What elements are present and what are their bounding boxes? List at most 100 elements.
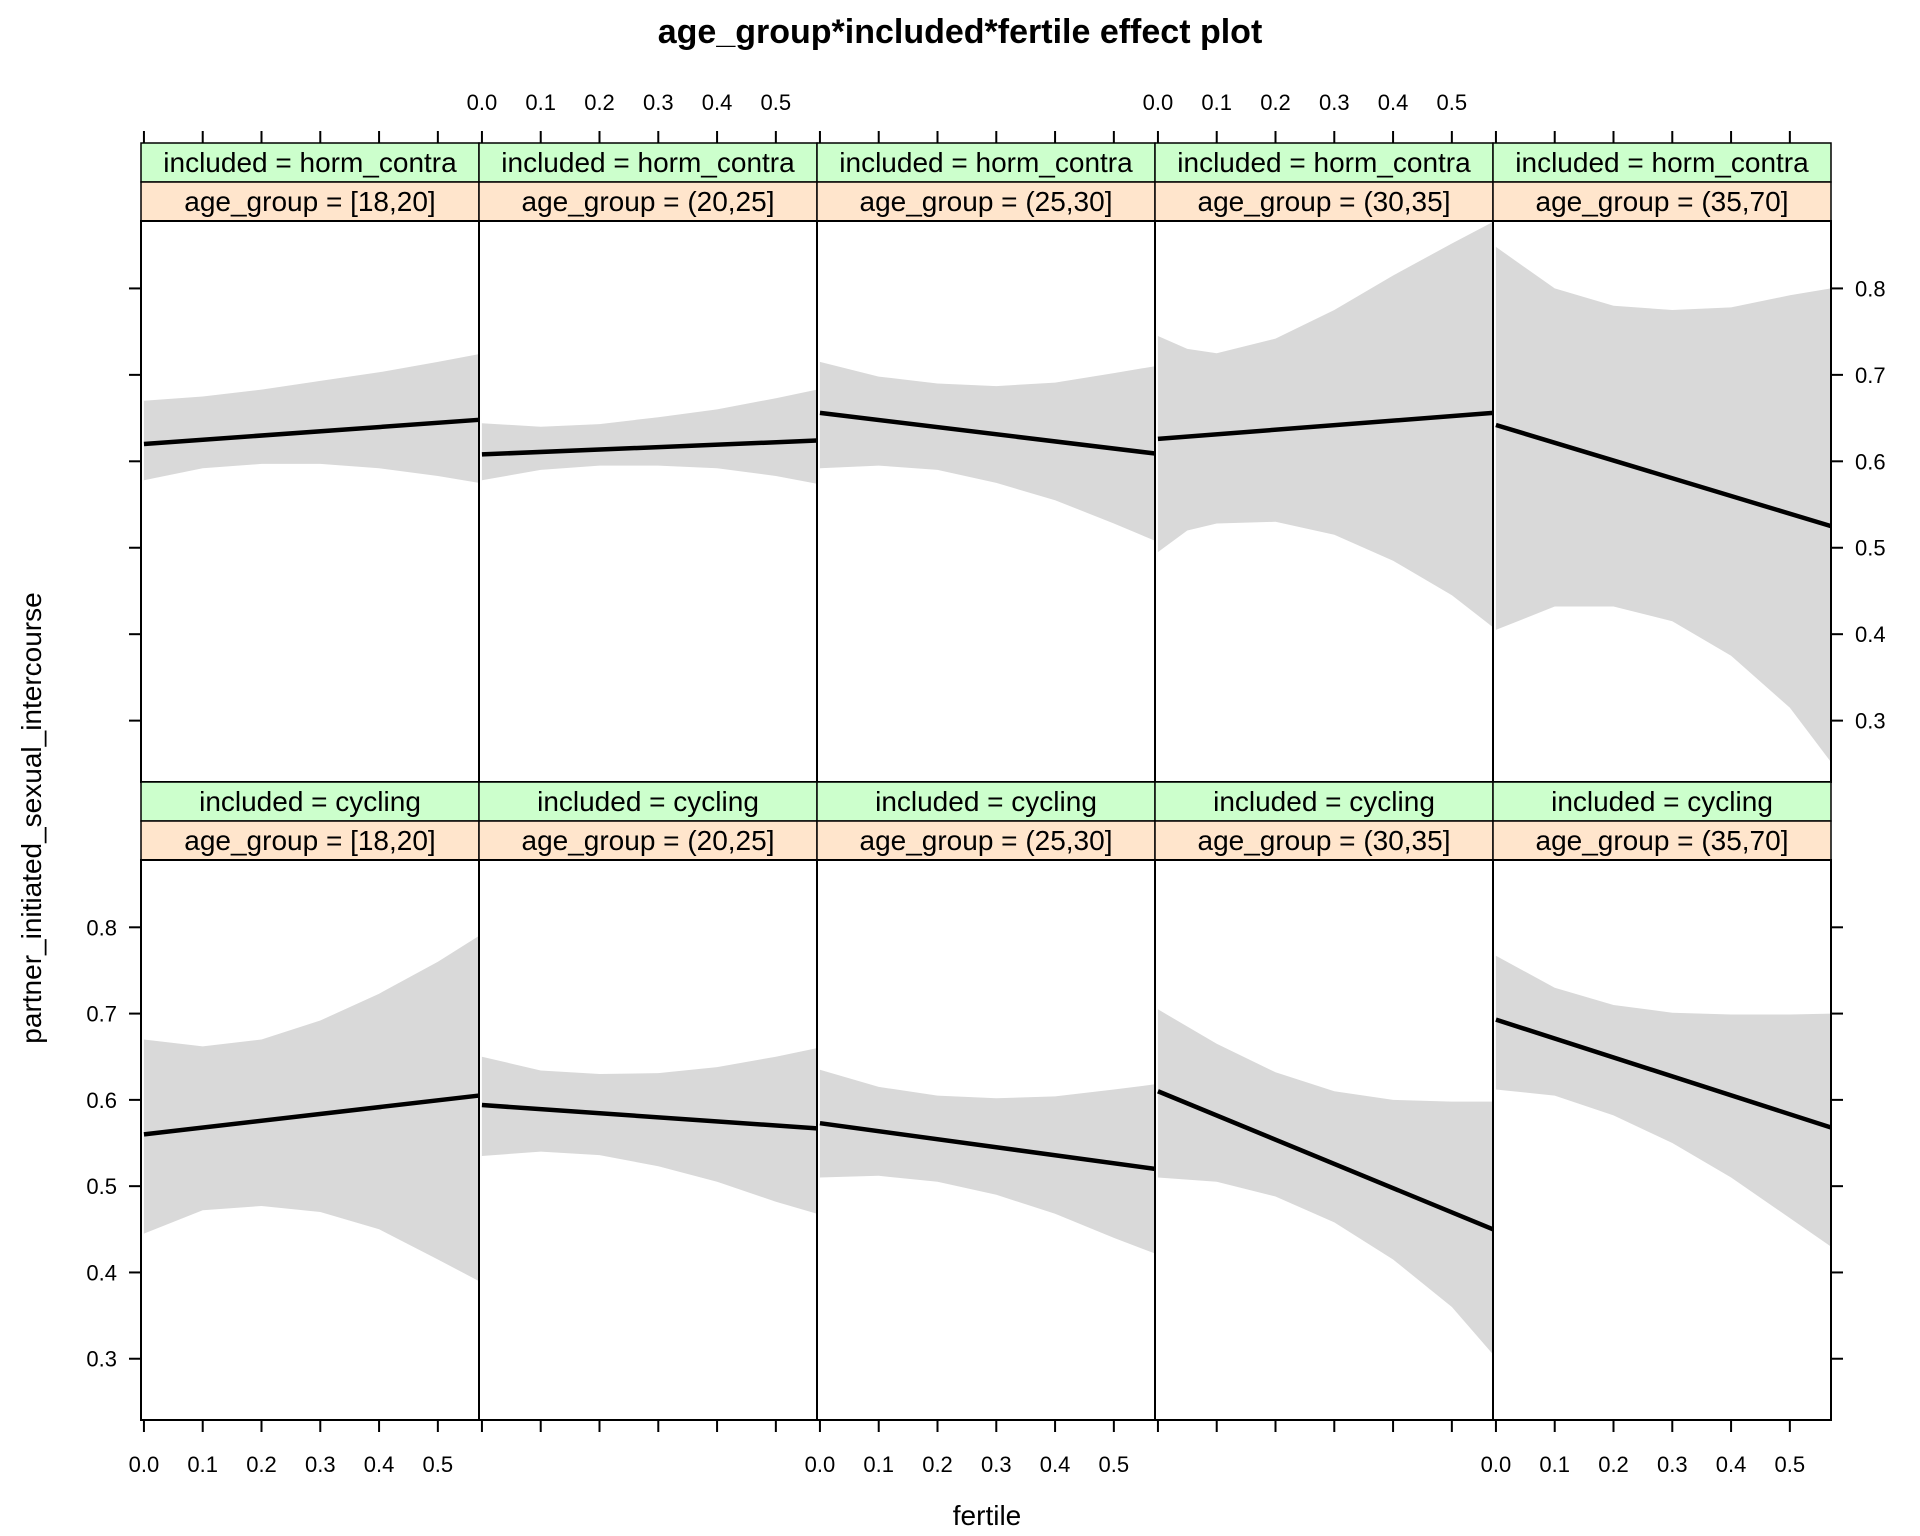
x-tick-label-bottom: 0.5 <box>1775 1452 1806 1477</box>
x-tick-label-top: 0.3 <box>1319 90 1350 115</box>
fit-line <box>1157 1089 1494 1232</box>
strip-age-group-label: age_group = (35,70] <box>1536 825 1789 856</box>
fit-line <box>481 1102 818 1131</box>
strip-included-label: included = cycling <box>199 786 421 817</box>
fit-line <box>819 1120 1156 1172</box>
y-axis-label: partner_initiated_sexual_intercourse <box>16 592 47 1043</box>
x-axis-label: fertile <box>953 1500 1021 1531</box>
strip-age-group <box>1154 820 1494 861</box>
x-tick-label-top: 0.5 <box>1437 90 1468 115</box>
y-tick-label-right: 0.4 <box>1855 622 1886 647</box>
strip-included-label: included = horm_contra <box>839 147 1133 178</box>
x-tick-label-top: 0.0 <box>467 90 498 115</box>
confidence-band <box>1495 955 1831 1247</box>
panel: included = cycling age_group = (35,70] <box>1492 781 1832 1421</box>
x-tick-label-top: 0.2 <box>584 90 615 115</box>
strip-included <box>816 781 1156 822</box>
x-tick-label-top: 0.5 <box>761 90 792 115</box>
y-tick-label-right: 0.5 <box>1855 536 1886 561</box>
y-tick-label-right: 0.6 <box>1855 449 1886 474</box>
panel: included = cycling age_group = (25,30] <box>816 781 1156 1421</box>
strip-age-group-label: age_group = [18,20] <box>184 825 435 856</box>
strip-included-label: included = horm_contra <box>1515 147 1809 178</box>
y-tick-label-left: 0.3 <box>86 1347 117 1372</box>
x-tick-label-bottom: 0.1 <box>1539 1452 1570 1477</box>
confidence-band <box>481 1048 817 1214</box>
fit-line <box>1495 422 1832 529</box>
y-tick-label-right: 0.3 <box>1855 709 1886 734</box>
strip-age-group-label: age_group = (20,25] <box>522 825 775 856</box>
strip-included-label: included = horm_contra <box>501 147 795 178</box>
strip-age-group-label: age_group = (30,35] <box>1198 825 1451 856</box>
panel: included = horm_contra age_group = (20,25… <box>478 142 818 783</box>
confidence-band <box>143 354 479 483</box>
strip-included-label: included = cycling <box>875 786 1097 817</box>
strip-age-group-label: age_group = (30,35] <box>1198 186 1451 217</box>
x-tick-label-bottom: 0.1 <box>863 1452 894 1477</box>
panel-border <box>478 220 818 783</box>
x-tick-label-bottom: 0.3 <box>1657 1452 1688 1477</box>
strip-included <box>140 781 480 822</box>
panels-group: included = horm_contra age_group = [18,20… <box>86 90 1885 1477</box>
strip-age-group <box>1492 181 1832 222</box>
x-tick-label-bottom: 0.2 <box>922 1452 953 1477</box>
panel-border <box>1492 859 1832 1421</box>
panel-border <box>140 220 480 783</box>
x-tick-label-bottom: 0.3 <box>305 1452 336 1477</box>
x-tick-label-top: 0.1 <box>1201 90 1232 115</box>
x-tick-label-top: 0.2 <box>1260 90 1291 115</box>
strip-included-label: included = horm_contra <box>163 147 457 178</box>
strip-age-group-label: age_group = [18,20] <box>184 186 435 217</box>
panel: included = horm_contra age_group = (35,70… <box>1492 142 1832 783</box>
strip-age-group-label: age_group = (25,30] <box>860 825 1113 856</box>
x-tick-label-bottom: 0.0 <box>129 1452 160 1477</box>
panel: included = horm_contra age_group = (25,30… <box>816 142 1156 783</box>
strip-age-group <box>478 820 818 861</box>
y-tick-label-right: 0.8 <box>1855 276 1886 301</box>
x-tick-label-top: 0.1 <box>525 90 556 115</box>
x-tick-label-bottom: 0.3 <box>981 1452 1012 1477</box>
y-tick-label-left: 0.5 <box>86 1174 117 1199</box>
x-tick-label-top: 0.3 <box>643 90 674 115</box>
x-tick-label-top: 0.4 <box>1378 90 1409 115</box>
strip-age-group <box>478 181 818 222</box>
y-tick-label-right: 0.7 <box>1855 363 1886 388</box>
strip-age-group <box>816 820 1156 861</box>
confidence-band <box>819 361 1155 541</box>
panel: included = cycling age_group = [18,20] <box>140 781 480 1421</box>
panel: included = horm_contra age_group = [18,20… <box>140 142 480 783</box>
x-tick-label-bottom: 0.0 <box>805 1452 836 1477</box>
confidence-band <box>143 935 479 1282</box>
confidence-band <box>481 389 817 484</box>
panel: included = horm_contra age_group = (30,35… <box>1154 142 1494 783</box>
chart-title: age_group*included*fertile effect plot <box>658 13 1263 51</box>
strip-age-group <box>140 181 480 222</box>
fit-line <box>819 410 1156 456</box>
x-tick-label-top: 0.4 <box>702 90 733 115</box>
y-tick-label-left: 0.8 <box>86 915 117 940</box>
confidence-band <box>819 1069 1155 1254</box>
y-tick-label-left: 0.4 <box>86 1260 117 1285</box>
strip-included-label: included = cycling <box>537 786 759 817</box>
strip-age-group-label: age_group = (25,30] <box>860 186 1113 217</box>
strip-age-group-label: age_group = (20,25] <box>522 186 775 217</box>
strip-included-label: included = horm_contra <box>1177 147 1471 178</box>
fit-line <box>481 438 818 457</box>
x-tick-label-bottom: 0.5 <box>423 1452 454 1477</box>
strip-included-label: included = cycling <box>1551 786 1773 817</box>
fit-line <box>1157 410 1494 442</box>
x-tick-label-bottom: 0.4 <box>364 1452 395 1477</box>
confidence-band <box>1157 1009 1493 1355</box>
x-tick-label-bottom: 0.5 <box>1099 1452 1130 1477</box>
fit-line <box>143 417 480 447</box>
strip-age-group-label: age_group = (35,70] <box>1536 186 1789 217</box>
confidence-band <box>1495 246 1831 763</box>
panel: included = cycling age_group = (30,35] <box>1154 781 1494 1421</box>
x-tick-label-bottom: 0.2 <box>1598 1452 1629 1477</box>
x-tick-label-bottom: 0.4 <box>1716 1452 1747 1477</box>
x-tick-label-bottom: 0.4 <box>1040 1452 1071 1477</box>
x-tick-label-top: 0.0 <box>1143 90 1174 115</box>
y-tick-label-left: 0.6 <box>86 1088 117 1113</box>
x-tick-label-bottom: 0.1 <box>187 1452 218 1477</box>
strip-included <box>1154 781 1494 822</box>
